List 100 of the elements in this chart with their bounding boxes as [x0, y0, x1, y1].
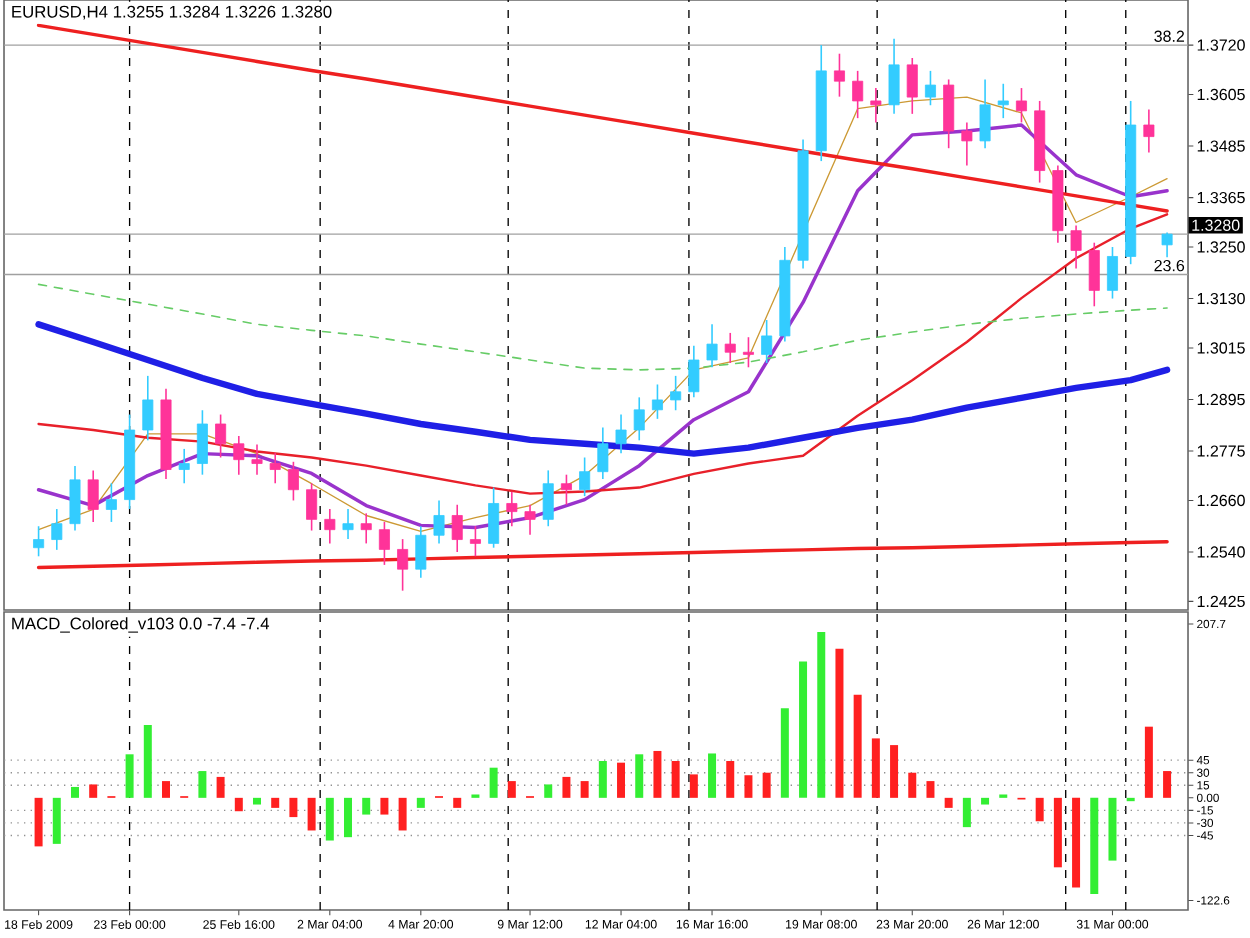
candlestick	[979, 78, 991, 150]
candlestick	[579, 456, 591, 497]
y-tick-label: 1.3130	[1197, 292, 1245, 305]
bar	[216, 776, 225, 798]
bar	[198, 771, 207, 798]
candlestick	[742, 336, 754, 369]
bar	[871, 738, 880, 798]
line-series	[35, 321, 1171, 457]
bar	[835, 648, 844, 798]
bar	[453, 797, 462, 808]
bar	[344, 797, 353, 838]
bar	[89, 784, 98, 798]
candlestick	[597, 426, 609, 480]
candlestick	[542, 469, 554, 528]
bar	[325, 797, 334, 841]
bar	[143, 725, 152, 798]
annotation: 38.2	[1154, 30, 1185, 42]
candlestick	[51, 508, 63, 551]
candlestick	[178, 448, 190, 485]
chart-title: MACD_Colored_v103 0.0 -7.4 -7.4	[12, 617, 270, 633]
bar	[70, 786, 79, 798]
candlestick	[524, 503, 536, 536]
candlestick	[378, 521, 390, 566]
candlestick	[1088, 241, 1100, 308]
candlestick	[33, 525, 45, 558]
candlestick	[670, 375, 682, 412]
candlestick	[1143, 108, 1155, 154]
candlestick	[488, 486, 500, 549]
candlestick	[215, 413, 227, 459]
y-tick-label: 1.3250	[1197, 241, 1245, 253]
bar	[944, 797, 953, 808]
y-tick-label: 1.3015	[1197, 342, 1245, 354]
bar	[817, 632, 826, 798]
candlestick	[1015, 87, 1027, 124]
bar	[762, 772, 771, 798]
bar	[890, 745, 899, 798]
bar	[562, 776, 571, 798]
candlestick	[651, 383, 663, 420]
bar	[271, 797, 280, 808]
bar	[34, 797, 43, 847]
annotation: 23.6	[1154, 259, 1185, 272]
candlestick	[761, 319, 773, 364]
bar	[780, 708, 789, 798]
candlestick	[1070, 224, 1082, 270]
bar	[908, 772, 917, 798]
candlestick	[833, 52, 845, 98]
candlestick	[342, 508, 354, 540]
y-tick-label: 1.3605	[1197, 88, 1245, 101]
bar	[962, 797, 971, 828]
candlestick	[724, 332, 736, 364]
bar	[726, 761, 735, 798]
bar	[580, 781, 589, 798]
bar	[981, 797, 990, 805]
candlestick	[306, 482, 318, 532]
bar	[617, 762, 626, 798]
candlestick	[615, 413, 627, 455]
bar	[253, 797, 262, 805]
bar	[671, 761, 680, 798]
bar	[416, 797, 425, 808]
y-tick-label: 1.2895	[1197, 393, 1245, 406]
candlestick	[506, 491, 518, 528]
bar	[708, 753, 717, 798]
bar	[799, 661, 808, 798]
bar	[1072, 797, 1081, 888]
candlestick	[142, 375, 154, 442]
candlestick	[924, 70, 936, 107]
candlestick	[469, 525, 481, 558]
bar	[689, 774, 698, 798]
bar	[380, 797, 389, 815]
candlestick	[251, 443, 263, 476]
candlestick	[560, 473, 572, 506]
bar	[544, 784, 553, 798]
candlestick	[852, 70, 864, 119]
bar	[234, 797, 243, 812]
candlestick	[415, 525, 427, 579]
bar	[52, 797, 61, 844]
bar	[161, 781, 170, 798]
ref-line-label: 1.3280	[1192, 219, 1240, 231]
candlestick	[961, 121, 973, 167]
bar	[744, 775, 753, 798]
candlestick	[287, 460, 299, 502]
bar	[362, 797, 371, 815]
candlestick	[87, 469, 99, 523]
candlestick	[360, 512, 372, 545]
bar	[289, 797, 298, 818]
bar	[1163, 771, 1172, 798]
candlestick	[69, 465, 81, 532]
chart-title: EURUSD,H4 1.3255 1.3284 1.3226 1.3280	[12, 5, 332, 20]
candlestick	[269, 452, 281, 485]
y-tick-label: 1.3485	[1197, 140, 1245, 152]
candlestick	[105, 482, 117, 523]
y-tick-label: 1.3720	[1197, 39, 1245, 51]
bar	[1053, 797, 1062, 868]
bar	[1108, 797, 1117, 861]
candlestick	[633, 396, 645, 442]
bar	[1090, 797, 1099, 895]
bar	[507, 781, 516, 798]
bar	[853, 694, 862, 798]
candlestick	[997, 82, 1009, 119]
y-tick-label: 1.2660	[1197, 494, 1245, 507]
